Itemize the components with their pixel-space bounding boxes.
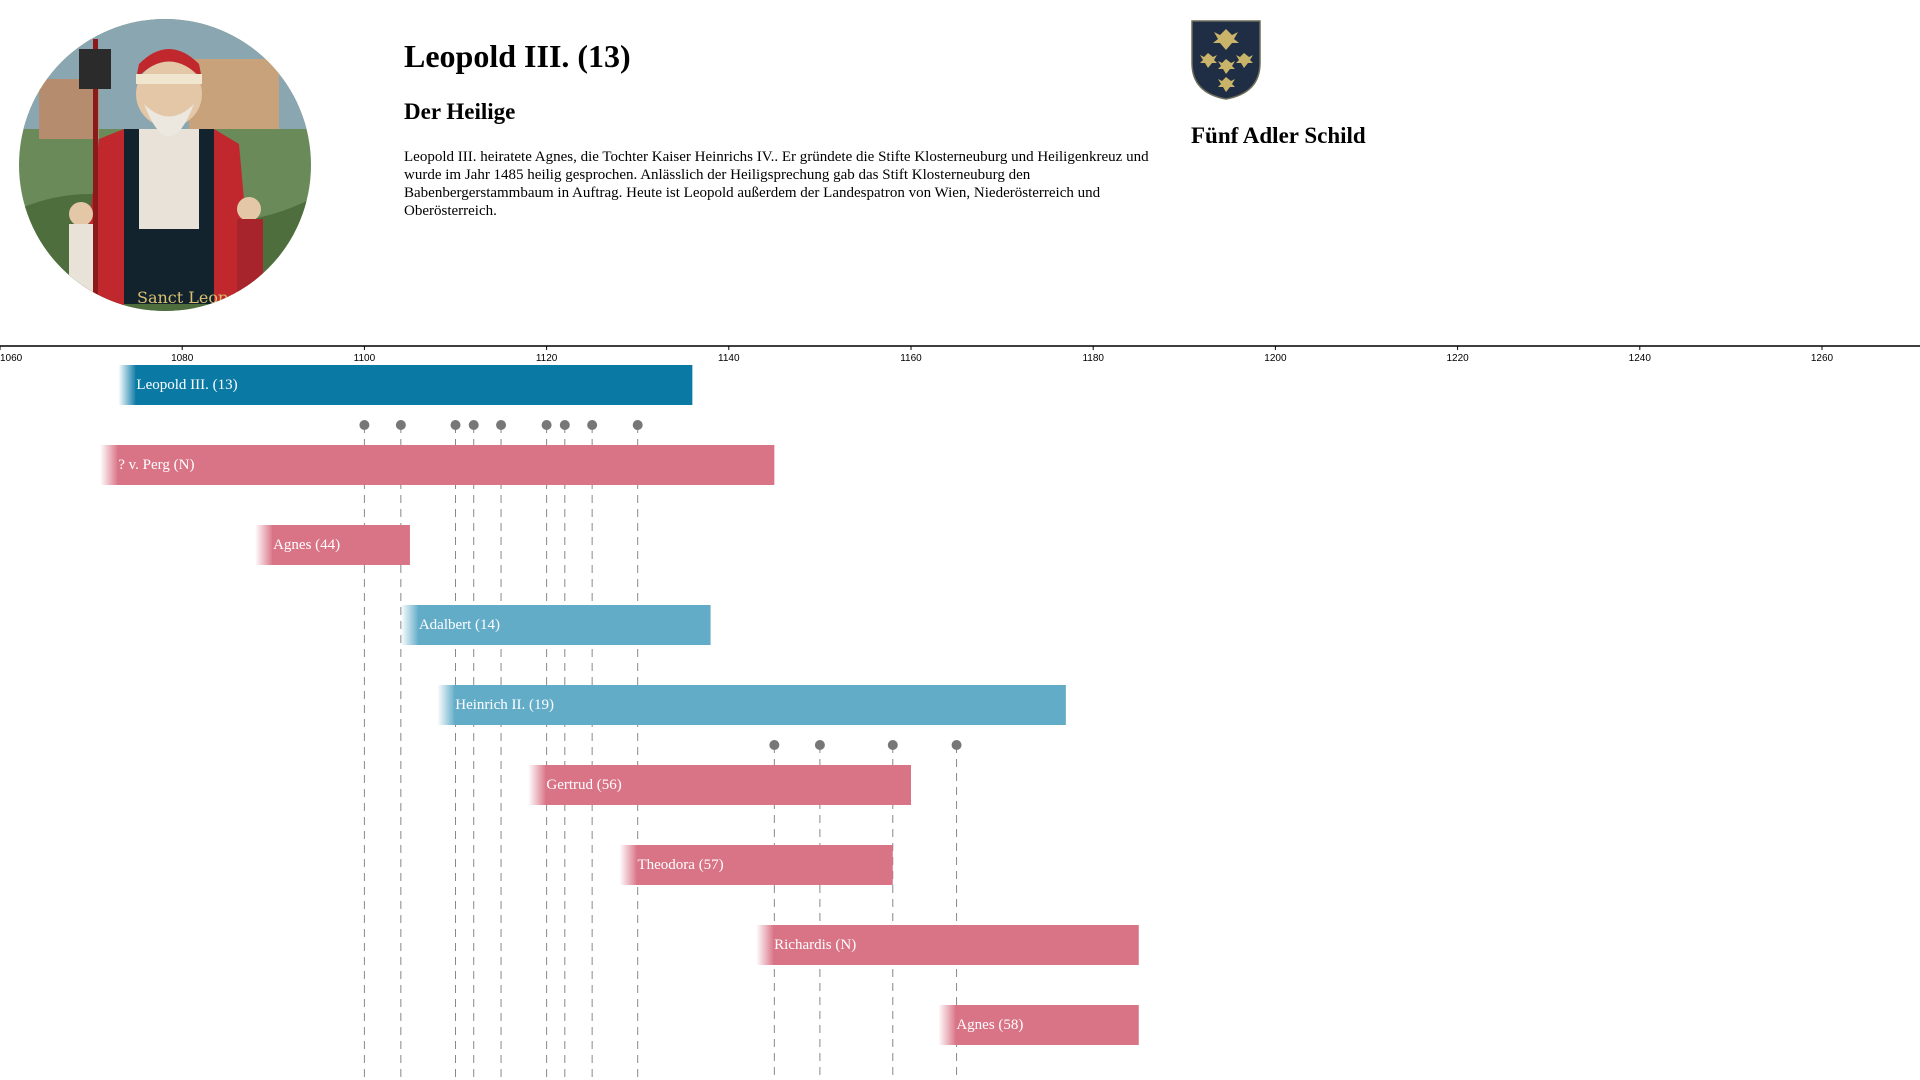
event-dot[interactable] (587, 420, 598, 430)
event-dot[interactable] (951, 740, 962, 750)
event-dot[interactable] (395, 420, 406, 430)
portrait-caption: Sanct Leopold (137, 288, 253, 307)
person-bar[interactable]: Richardis (N) (756, 925, 1139, 965)
person-bar[interactable]: Theodora (57) (619, 845, 893, 885)
bar-body (454, 685, 1066, 725)
event-dot[interactable] (359, 420, 370, 430)
bar-fade (100, 445, 119, 485)
bar-body (272, 525, 410, 565)
event-dot[interactable] (496, 420, 507, 430)
bar-fade (118, 365, 137, 405)
person-bar[interactable]: Gertrud (56) (528, 765, 911, 805)
bar-fade (255, 525, 274, 565)
family-timeline: 1060 1080 1100 1120 1140 1160 1180 1200 1220 1240… (0, 345, 1920, 1080)
bar-fade (528, 765, 547, 805)
bar-body (417, 605, 711, 645)
person-name: Agnes (58) (956, 1017, 1023, 1033)
axis-tick-label: 1220 (1446, 353, 1469, 364)
axis-tick-label: 1080 (171, 353, 194, 364)
person-name: Richardis (N) (774, 937, 856, 953)
bar-body (117, 445, 775, 485)
portrait-image: Sanct Leopold (19, 19, 311, 311)
bar-fade (437, 685, 456, 725)
person-bar[interactable]: Adalbert (14) (400, 605, 711, 645)
coat-of-arms-icon (1190, 19, 1262, 101)
person-name: Gertrud (56) (546, 777, 621, 793)
event-dot[interactable] (541, 420, 552, 430)
axis-tick-label: 1200 (1264, 353, 1287, 364)
bar-body (955, 1005, 1139, 1045)
person-bar[interactable]: Heinrich II. (19) (437, 685, 1066, 725)
coat-of-arms-title: Fünf Adler Schild (1191, 123, 1366, 148)
bar-body (773, 925, 1139, 965)
bar-fade (619, 845, 638, 885)
person-bar[interactable]: ? v. Perg (N) (100, 445, 775, 485)
event-dot[interactable] (450, 420, 461, 430)
event-dot[interactable] (559, 420, 570, 430)
event-dot[interactable] (632, 420, 643, 430)
person-name: Agnes (44) (273, 537, 340, 553)
bar-body (636, 845, 893, 885)
axis-tick-label: 1260 (1811, 353, 1834, 364)
event-dot[interactable] (769, 740, 780, 750)
axis-tick-label: 1180 (1082, 353, 1104, 364)
bar-fade (400, 605, 419, 645)
axis-tick-label: 1120 (536, 353, 558, 364)
person-name: Adalbert (14) (419, 617, 500, 633)
bar-body (545, 765, 911, 805)
event-dot[interactable] (814, 740, 825, 750)
person-bar[interactable]: Agnes (44) (255, 525, 410, 565)
axis-tick-label: 1100 (354, 353, 376, 364)
person-name: Leopold III. (13) (136, 377, 237, 393)
event-dot[interactable] (887, 740, 898, 750)
page-title: Leopold III. (13) (404, 38, 631, 74)
axis-tick-label: 1060 (0, 353, 23, 364)
biography-text: Leopold III. heiratete Agnes, die Tochte… (404, 149, 1149, 219)
bar-body (135, 365, 693, 405)
event-dot[interactable] (468, 420, 479, 430)
axis-tick-label: 1160 (900, 353, 922, 364)
bar-fade (756, 925, 775, 965)
page-subtitle: Der Heilige (404, 99, 516, 124)
person-name: Theodora (57) (637, 857, 723, 873)
person-name: ? v. Perg (N) (118, 457, 194, 473)
axis-tick-label: 1140 (718, 353, 740, 364)
person-bar[interactable]: Leopold III. (13) (118, 365, 693, 405)
axis-tick-label: 1240 (1629, 353, 1652, 364)
person-name: Heinrich II. (19) (455, 697, 554, 713)
bar-fade (938, 1005, 957, 1045)
person-bar[interactable]: Agnes (58) (938, 1005, 1139, 1045)
